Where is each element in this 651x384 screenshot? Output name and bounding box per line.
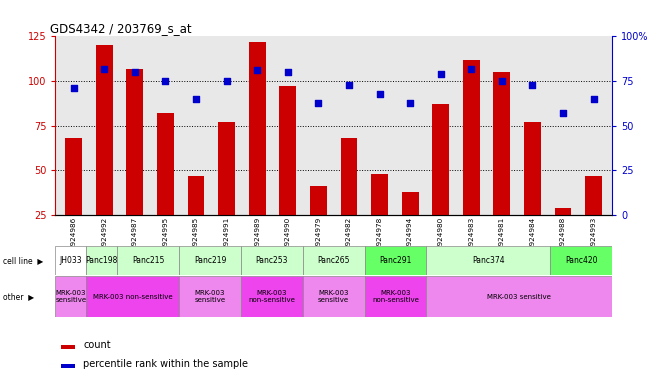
Text: MRK-003
sensitive: MRK-003 sensitive: [195, 290, 225, 303]
Text: count: count: [83, 340, 111, 350]
Point: [436, 71, 446, 77]
Text: MRK-003
non-sensitive: MRK-003 non-sensitive: [372, 290, 419, 303]
Bar: [547, 36, 578, 215]
Bar: [432, 104, 449, 260]
Point: [589, 96, 599, 102]
Text: MRK-003
non-sensitive: MRK-003 non-sensitive: [248, 290, 296, 303]
Bar: [303, 36, 333, 215]
Bar: [524, 122, 541, 260]
Text: Panc198: Panc198: [85, 256, 118, 265]
Point: [497, 78, 507, 84]
Point: [99, 66, 109, 72]
Text: Panc420: Panc420: [565, 256, 597, 265]
Bar: [187, 176, 204, 260]
Point: [313, 99, 324, 106]
Bar: [578, 36, 609, 215]
Bar: [61, 345, 75, 349]
Bar: [179, 246, 241, 275]
Bar: [117, 246, 179, 275]
Bar: [463, 60, 480, 260]
Bar: [242, 36, 273, 215]
Bar: [86, 246, 117, 275]
Text: percentile rank within the sample: percentile rank within the sample: [83, 359, 248, 369]
Bar: [303, 246, 365, 275]
Bar: [96, 45, 113, 260]
Text: MRK-003
sensitive: MRK-003 sensitive: [55, 290, 87, 303]
Bar: [181, 36, 212, 215]
Point: [130, 69, 140, 75]
Point: [283, 69, 293, 75]
Text: cell line  ▶: cell line ▶: [3, 256, 44, 265]
Text: Panc374: Panc374: [472, 256, 505, 265]
Bar: [65, 138, 82, 260]
Bar: [585, 176, 602, 260]
Bar: [303, 276, 365, 317]
Bar: [395, 36, 425, 215]
Bar: [426, 246, 550, 275]
Bar: [364, 36, 395, 215]
Bar: [212, 36, 242, 215]
Text: Panc291: Panc291: [380, 256, 411, 265]
Bar: [241, 276, 303, 317]
Point: [405, 99, 415, 106]
Bar: [61, 364, 75, 368]
Text: MRK-003 sensitive: MRK-003 sensitive: [487, 294, 551, 300]
Text: Panc253: Panc253: [256, 256, 288, 265]
Bar: [310, 187, 327, 260]
Bar: [365, 246, 426, 275]
Point: [160, 78, 171, 84]
Text: Panc215: Panc215: [132, 256, 164, 265]
Bar: [365, 276, 426, 317]
Bar: [340, 138, 357, 260]
Point: [221, 78, 232, 84]
Text: MRK-003
sensitive: MRK-003 sensitive: [318, 290, 349, 303]
Bar: [241, 246, 303, 275]
Point: [68, 85, 79, 91]
Bar: [333, 36, 364, 215]
Text: MRK-003 non-sensitive: MRK-003 non-sensitive: [93, 294, 173, 300]
Bar: [55, 246, 86, 275]
Bar: [371, 174, 388, 260]
Bar: [120, 36, 150, 215]
Bar: [59, 36, 89, 215]
Bar: [426, 276, 612, 317]
Text: GDS4342 / 203769_s_at: GDS4342 / 203769_s_at: [49, 22, 191, 35]
Bar: [550, 246, 612, 275]
Point: [191, 96, 201, 102]
Bar: [126, 69, 143, 260]
Text: other  ▶: other ▶: [3, 292, 35, 301]
Point: [252, 67, 262, 73]
Text: Panc265: Panc265: [318, 256, 350, 265]
Bar: [425, 36, 456, 215]
Bar: [55, 276, 86, 317]
Point: [466, 66, 477, 72]
Bar: [218, 122, 235, 260]
Bar: [273, 36, 303, 215]
Bar: [402, 192, 419, 260]
Bar: [89, 36, 120, 215]
Point: [374, 91, 385, 97]
Bar: [486, 36, 517, 215]
Text: Panc219: Panc219: [194, 256, 226, 265]
Point: [527, 82, 538, 88]
Bar: [179, 276, 241, 317]
Point: [558, 110, 568, 116]
Bar: [150, 36, 181, 215]
Bar: [249, 42, 266, 260]
Point: [344, 82, 354, 88]
Text: JH033: JH033: [59, 256, 82, 265]
Bar: [517, 36, 547, 215]
Bar: [279, 86, 296, 260]
Bar: [493, 72, 510, 260]
Bar: [157, 113, 174, 260]
Bar: [86, 276, 179, 317]
Bar: [456, 36, 486, 215]
Bar: [555, 208, 572, 260]
